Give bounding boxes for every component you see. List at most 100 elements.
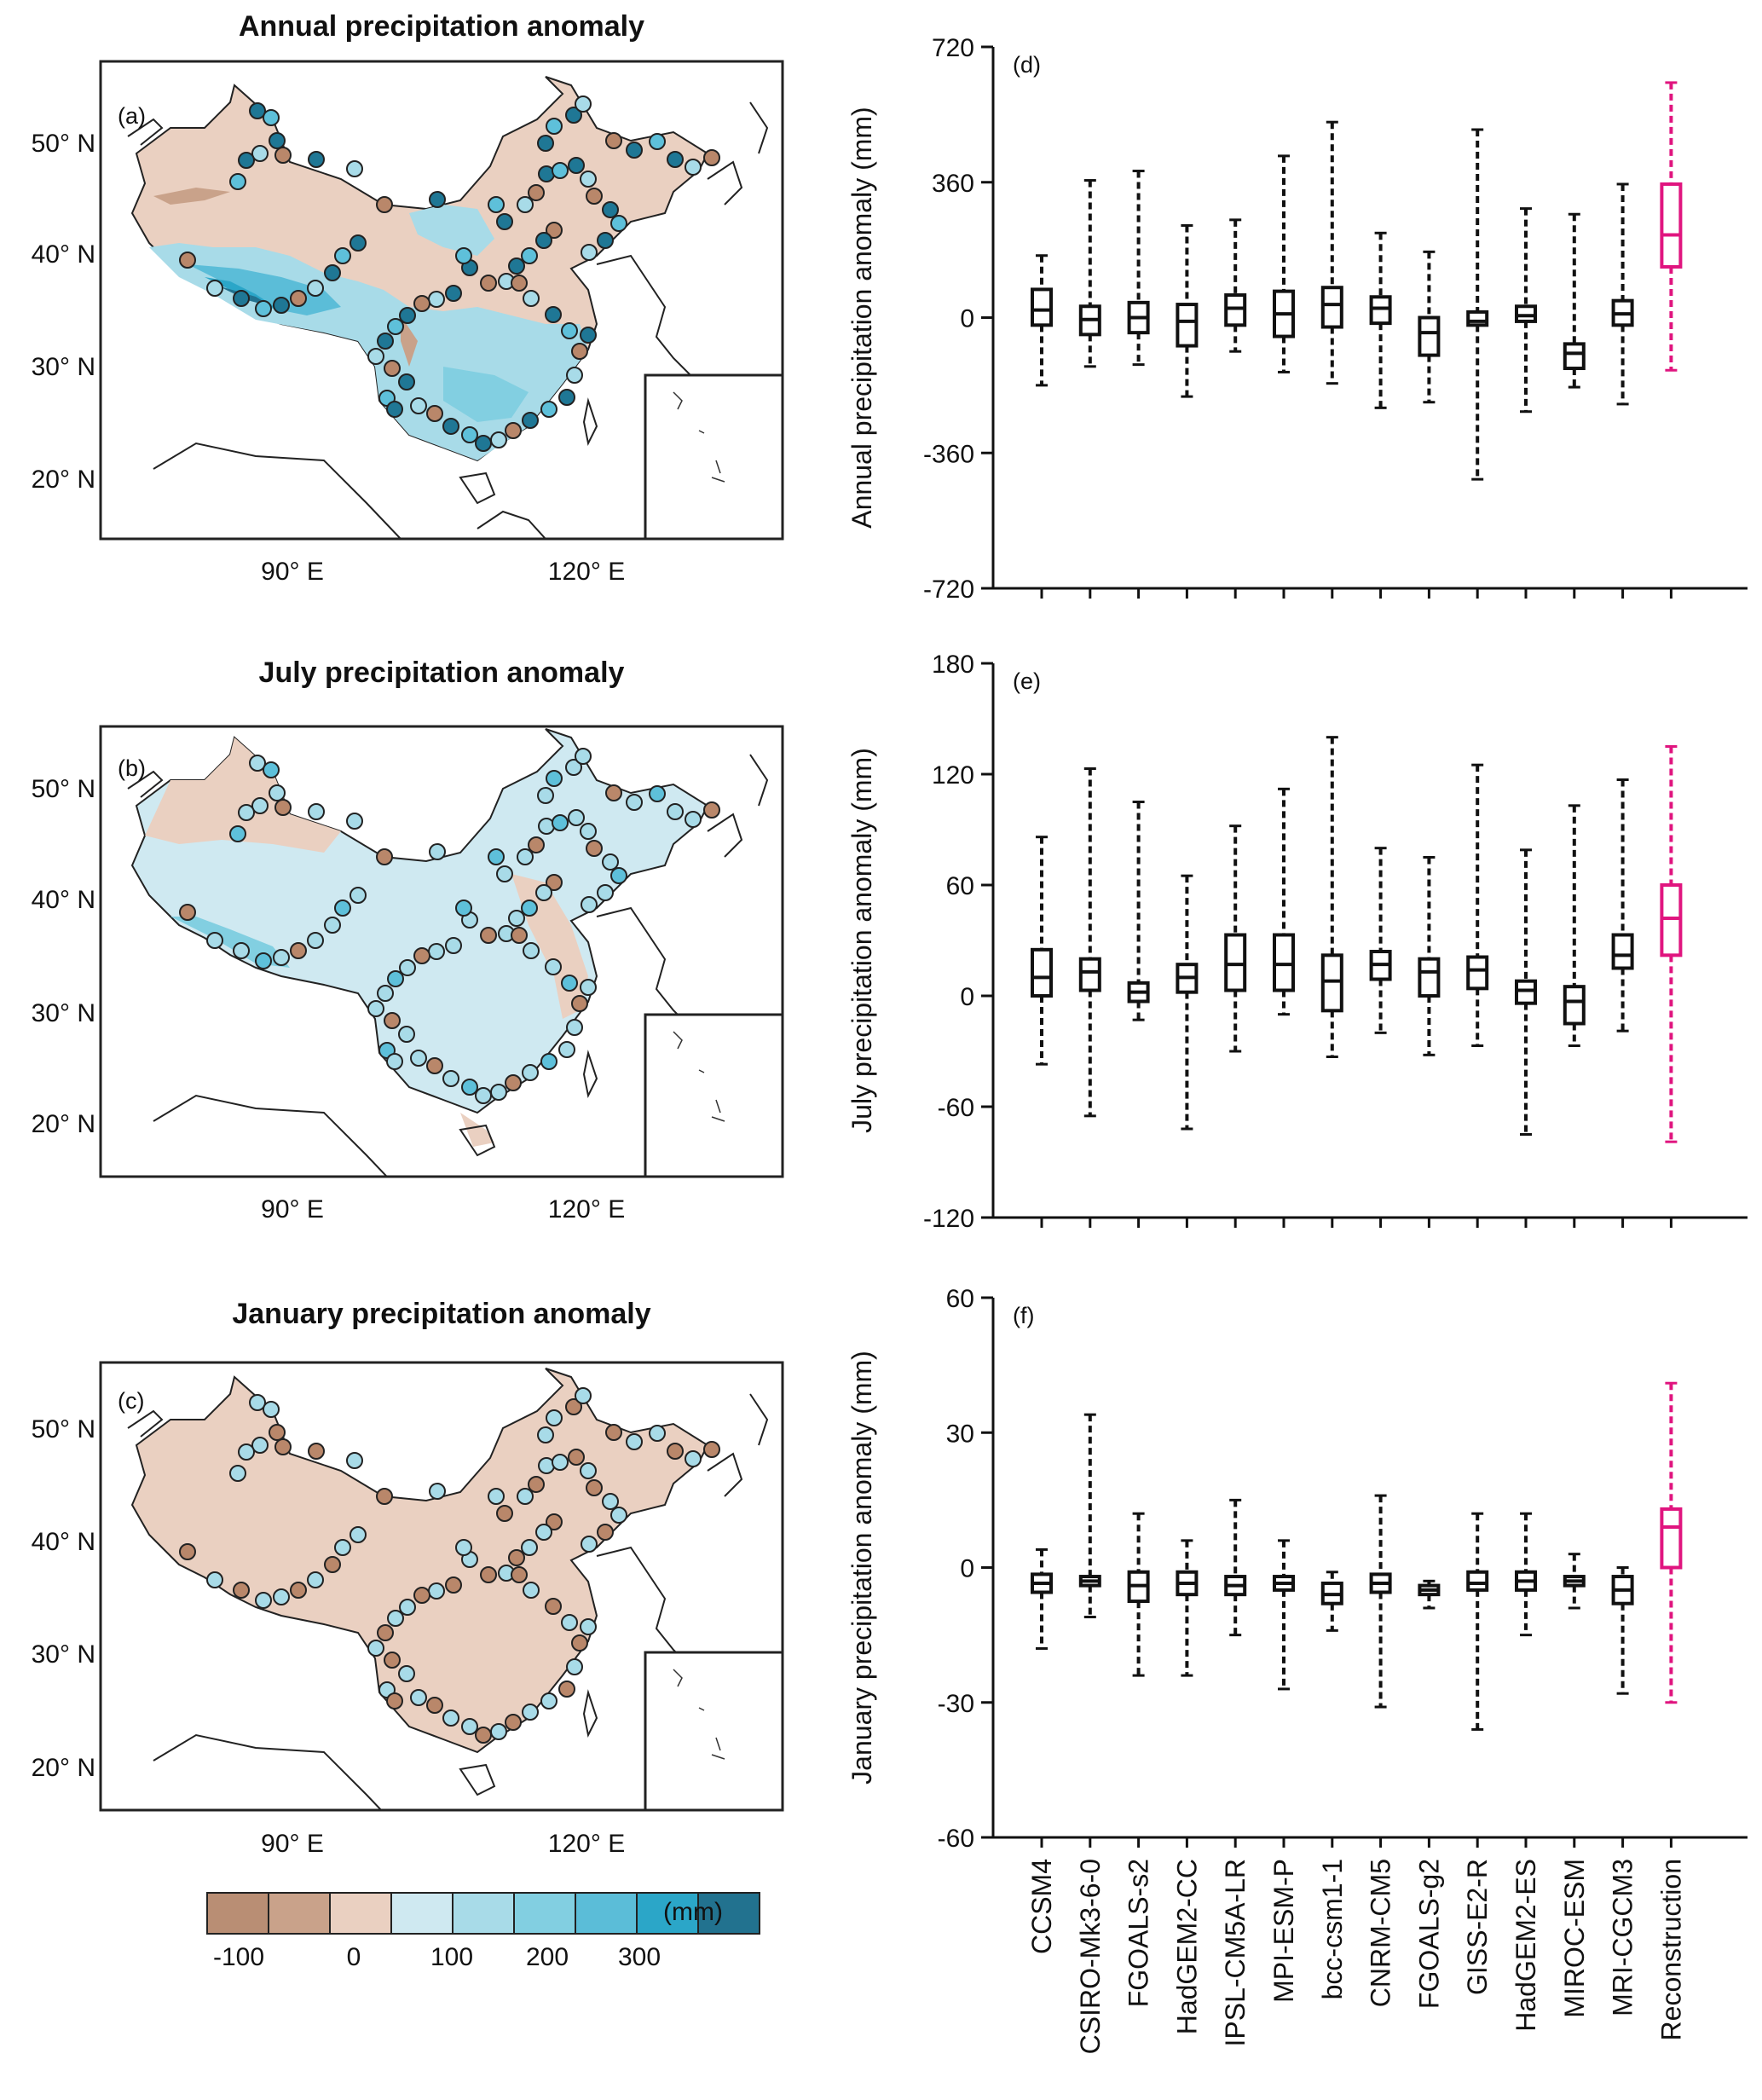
map-frame [99,1361,784,1812]
station-marker [575,748,592,765]
station-marker [565,1398,582,1415]
south-china-sea-inset [644,373,784,541]
station-marker [546,770,563,787]
station-marker [398,373,415,390]
station-marker [580,1618,597,1635]
map-title: July precipitation anomaly [259,657,625,689]
box-bcc-csm1-1 [1320,736,1343,1058]
model-label: HadGEM2-ES [1511,1859,1541,2032]
station-marker [273,297,290,314]
lon-label: 120° E [548,1195,625,1224]
lat-labels: 50° N 40° N 30° N 20° N [32,130,95,494]
box-iqr [1320,286,1343,329]
box-csiro-mk3-6-0 [1078,179,1101,368]
box-reconstruction [1660,81,1683,372]
station-marker [521,900,538,917]
station-marker [517,1488,534,1505]
y-tick-label: 180 [932,651,974,679]
y-axis-label: July precipitation anomaly (mm) [846,748,877,1133]
lat-label: 30° N [32,1640,95,1669]
station-marker [233,290,250,307]
map-frame [99,725,784,1178]
y-tick-label: -60 [938,1094,974,1122]
station-marker [521,247,538,264]
lon-labels: 90° E 120° E [261,1830,625,1858]
station-marker [179,1543,196,1560]
box-fgoals-g2 [1418,856,1441,1056]
station-marker [290,290,307,307]
station-marker [334,1539,351,1556]
box-mpi-esm-p [1273,154,1295,373]
box-cnrm-cm5 [1369,231,1392,409]
model-label: HadGEM2-CC [1171,1859,1202,2034]
station-marker [581,1536,598,1553]
colorbar-cell [329,1892,392,1935]
model-label: FGOALS-g2 [1413,1859,1444,2009]
station-marker [442,418,459,435]
box-mpi-esm-p [1273,787,1295,1016]
south-china-sea-inset [644,1013,784,1178]
map-panel-b: July precipitation anomaly ( [32,657,784,1224]
station-marker [376,1488,393,1505]
coastline [127,101,769,539]
station-marker [429,191,446,208]
station-marker [308,803,325,820]
y-tick-label: 0 [960,983,974,1011]
box-giss-e2-r [1466,763,1489,1047]
box-ccsm4 [1031,836,1053,1066]
station-marker [376,848,393,865]
station-marker [649,785,666,802]
station-marker [522,1704,539,1721]
box-csiro-mk3-6-0 [1078,767,1101,1118]
y-axis-label: January precipitation anomaly (mm) [846,1351,877,1785]
model-label: CSIRO-Mk3-6-0 [1075,1859,1106,2054]
box-reconstruction [1660,745,1683,1143]
station-marker [251,145,269,162]
station-marker [255,952,272,969]
station-marker [461,1079,478,1096]
lat-labels: 50° N 40° N 30° N 20° N [32,1415,95,1782]
station-marker [703,801,720,819]
box-iqr [1078,957,1101,992]
box-iqr [1563,342,1586,371]
station-marker [488,848,505,865]
panel-label: (b) [118,755,146,781]
station-marker [566,367,583,384]
station-marker [517,196,534,213]
station-marker [233,1582,250,1599]
box-fgoals-s2 [1127,170,1150,367]
station-marker [546,118,563,135]
station-marker [274,799,292,816]
station-marker [206,280,223,297]
box-hadgem2-es [1515,848,1537,1136]
station-marker [307,280,324,297]
model-label: bcc-csm1-1 [1317,1859,1348,1999]
station-marker [229,173,246,190]
station-marker [508,257,525,275]
station-marker [426,405,443,422]
lon-labels: 90° E 120° E [261,1195,625,1224]
station-marker [445,1576,462,1594]
box-mri-cgcm3 [1611,778,1634,1033]
station-marker [523,942,540,959]
box-iqr [1660,1507,1683,1570]
station-marker [568,1449,585,1466]
box-ipsl-cm5a-lr [1224,218,1247,353]
lat-label: 50° N [32,1415,95,1443]
station-marker [566,1658,583,1675]
box-ccsm4 [1031,254,1053,387]
station-marker [324,264,341,281]
station-marker [249,102,266,119]
panel-label: (d) [1013,52,1041,78]
colorbar-tick-label: 200 [526,1943,569,1971]
station-marker [546,222,563,239]
station-marker [561,1614,578,1631]
map-panel-a: Annual precipitation anomaly [32,10,784,586]
colorbar-cell [513,1892,576,1935]
station-marker [308,151,325,168]
station-marker [273,949,290,966]
station-marker [522,1064,539,1081]
station-marker [522,412,539,429]
station-marker [523,290,540,307]
station-marker [586,1479,603,1496]
